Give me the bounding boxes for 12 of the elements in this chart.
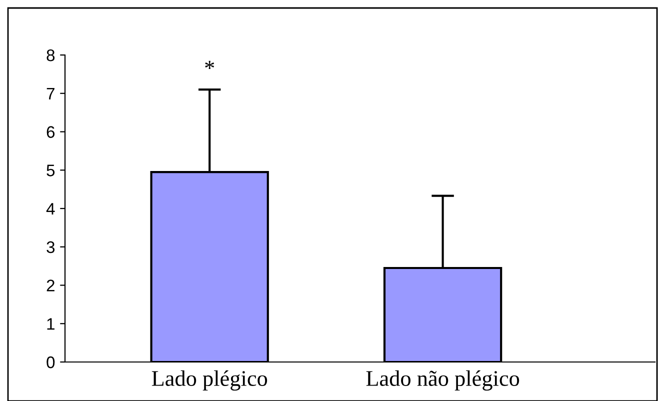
y-tick-label: 2 — [46, 280, 54, 292]
annotation: * — [205, 60, 214, 70]
y-tick-label: 6 — [46, 126, 55, 138]
y-tick-label: 5 — [46, 164, 55, 176]
y-tick-label: 0 — [46, 356, 55, 368]
y-tick-label: 1 — [47, 318, 54, 330]
y-tick-label: 3 — [46, 241, 55, 254]
y-tick-label: 4 — [46, 203, 55, 215]
y-tick-label: 8 — [46, 49, 55, 62]
x-tick-label: Lado não plégico — [366, 370, 520, 391]
x-tick-label: Lado plégico — [152, 370, 268, 391]
y-tick-label: 7 — [46, 88, 54, 100]
